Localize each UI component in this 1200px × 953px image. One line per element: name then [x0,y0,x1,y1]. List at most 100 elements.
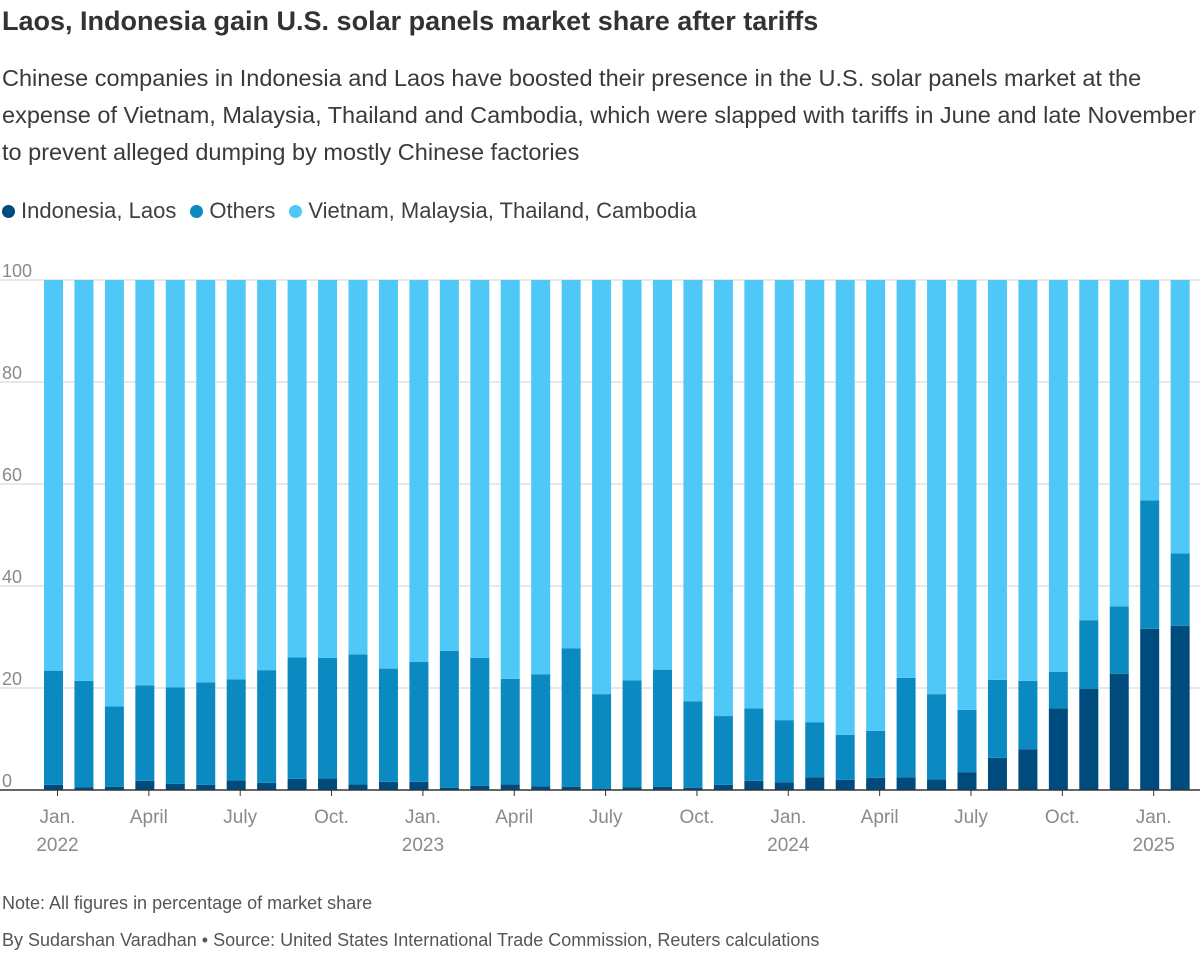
bar-segment: Apr 2023 — Vietnam, Malaysia, Thailand, … [500,280,520,679]
bar-segment: Jun 2023 — Indonesia, Laos: 0.6 [561,786,581,790]
bar-segment: Sep 2022 — Others: 23.8 [287,657,307,779]
bar-segment: Oct 2023 — Others: 17 [683,701,703,788]
bar-segment: Aug 2022 — Indonesia, Laos: 1.4 [257,782,277,790]
bar-segment: Sep 2024 — Indonesia, Laos: 8 [1018,749,1038,790]
bar-segment: May 2023 — Vietnam, Malaysia, Thailand, … [531,280,551,675]
bar-segment: Dec 2023 — Indonesia, Laos: 1.8 [744,780,764,790]
bar-segment: Jul 2024 — Indonesia, Laos: 3.5 [957,772,977,790]
bar-segment: Jan 2023 — Others: 23.5 [409,661,429,782]
bar-segment: Apr 2022 — Others: 18.7 [135,685,155,781]
bar-segment: Oct 2023 — Vietnam, Malaysia, Thailand, … [683,280,703,702]
x-tick-label: April [130,807,168,828]
bar-segment: Dec 2024 — Indonesia, Laos: 22.8 [1109,673,1129,790]
bar-segment: Nov 2023 — Others: 13.5 [713,716,733,785]
x-tick-label: Oct. [314,807,349,828]
bar-segment: May 2023 — Indonesia, Laos: 0.7 [531,786,551,790]
bar-segment: Jun 2022 — Others: 20.1 [196,682,216,785]
bar-segment: Apr 2023 — Indonesia, Laos: 1.1 [500,784,520,790]
bar-segment: Jan 2024 — Indonesia, Laos: 1.5 [774,782,794,790]
bar-segment: Nov 2022 — Vietnam, Malaysia, Thailand, … [348,280,368,655]
bar-segment: Oct 2022 — Vietnam, Malaysia, Thailand, … [318,280,338,658]
x-tick-year-label: 2022 [36,835,78,856]
bar-segment: Dec 2023 — Others: 14.2 [744,708,764,781]
x-tick-label: July [954,807,988,828]
bar-segment: Apr 2022 — Vietnam, Malaysia, Thailand, … [135,280,155,686]
bar-segment: Dec 2024 — Others: 13.2 [1109,606,1129,674]
bar-segment: Jun 2023 — Others: 27.2 [561,648,581,787]
x-tick-label: Jan. [405,807,441,828]
bar-segment: Feb 2024 — Others: 10.8 [805,722,825,778]
bar-segment: Apr 2024 — Vietnam, Malaysia, Thailand, … [866,280,886,731]
bar-segment: May 2024 — Others: 19.5 [896,677,916,778]
bar-segment: Jul 2022 — Vietnam, Malaysia, Thailand, … [226,280,246,680]
x-tick-label: July [223,807,257,828]
bar-segment: Feb 2022 — Indonesia, Laos: 0.5 [74,787,94,790]
bar-segment: Feb 2025 — Vietnam, Malaysia, Thailand, … [1170,280,1190,554]
bar-segment: Dec 2023 — Vietnam, Malaysia, Thailand, … [744,280,764,709]
bar-segment: Dec 2024 — Vietnam, Malaysia, Thailand, … [1109,280,1129,607]
bar-segment: Mar 2022 — Others: 15.8 [104,706,124,787]
legend-label-vietnam-malaysia-thailand-cambodia: Vietnam, Malaysia, Thailand, Cambodia [308,198,697,223]
bar-segment: Nov 2024 — Indonesia, Laos: 19.8 [1079,689,1099,790]
bar-segment: Apr 2023 — Others: 20.7 [500,678,520,785]
bar-segment: Feb 2023 — Others: 26.9 [439,650,459,788]
bar-segment: Nov 2024 — Others: 13.5 [1079,620,1099,690]
bar-segment: Jan 2025 — Indonesia, Laos: 31.6 [1140,628,1160,790]
bar-segment: Aug 2023 — Others: 21 [622,680,642,788]
bar-segment: Jun 2024 — Others: 16.7 [927,694,947,780]
bar-segment: Aug 2024 — Others: 15.3 [987,679,1007,758]
legend-swatch-others [190,204,204,218]
bar-segment: Mar 2022 — Indonesia, Laos: 0.6 [104,786,124,790]
bar-segment: Jun 2024 — Indonesia, Laos: 2.1 [927,779,947,790]
bar-segment: Jan 2022 — Vietnam, Malaysia, Thailand, … [44,280,63,671]
bar-segment: Jun 2023 — Vietnam, Malaysia, Thailand, … [561,280,581,649]
bar-segment: Nov 2024 — Vietnam, Malaysia, Thailand, … [1079,280,1099,621]
bar-segment: Jul 2023 — Others: 18.6 [592,694,612,789]
bar-segment: May 2024 — Indonesia, Laos: 2.5 [896,777,916,790]
bar-segment: Jan 2024 — Vietnam, Malaysia, Thailand, … [774,280,794,721]
bar-segment: Oct 2023 — Indonesia, Laos: 0.4 [683,787,703,790]
x-tick-label: Oct. [680,807,715,828]
bar-segment: Feb 2024 — Vietnam, Malaysia, Thailand, … [805,280,825,723]
bar-segment: Dec 2022 — Indonesia, Laos: 1.6 [378,781,398,790]
bar-segment: Aug 2024 — Vietnam, Malaysia, Thailand, … [987,280,1007,680]
bar-segment: May 2022 — Others: 18.9 [165,687,185,784]
bar-segment: Feb 2022 — Vietnam, Malaysia, Thailand, … [74,280,94,681]
bar-segment: Jul 2024 — Others: 12.2 [957,709,977,773]
bar-segment: Sep 2023 — Vietnam, Malaysia, Thailand, … [653,280,672,670]
x-tick-label: April [495,807,533,828]
legend-item-others: Others [190,198,275,224]
chart-title: Laos, Indonesia gain U.S. solar panels m… [2,6,819,36]
bar-segment: Dec 2022 — Vietnam, Malaysia, Thailand, … [378,280,398,669]
bar-segment: Sep 2024 — Others: 13.4 [1018,680,1038,750]
x-tick-label: Jan. [1136,807,1172,828]
bar-segment: Aug 2023 — Vietnam, Malaysia, Thailand, … [622,280,642,681]
bar-segment: Nov 2023 — Vietnam, Malaysia, Thailand, … [713,280,733,717]
chart-subtitle: Chinese companies in Indonesia and Laos … [2,65,1196,165]
bar-segment: Oct 2022 — Others: 23.6 [318,657,338,779]
legend-label-others: Others [209,198,276,223]
bar-segment: Jul 2022 — Others: 19.8 [226,679,246,781]
bar-segment: Dec 2022 — Others: 22.2 [378,668,398,782]
bar-segment: Aug 2022 — Vietnam, Malaysia, Thailand, … [257,280,277,671]
bar-segment: Jan 2022 — Indonesia, Laos: 1 [44,784,63,790]
bar-segment: Jan 2023 — Indonesia, Laos: 1.6 [409,781,429,790]
x-tick-label: July [589,807,623,828]
bar-segment: May 2022 — Vietnam, Malaysia, Thailand, … [165,280,185,688]
bar-segment: Oct 2024 — Vietnam, Malaysia, Thailand, … [1048,280,1068,672]
bar-segment: Oct 2022 — Indonesia, Laos: 2.3 [318,778,338,790]
legend-swatch-indonesia-laos [2,204,15,218]
bar-segment: Jan 2022 — Others: 22.4 [44,670,63,785]
bar-segment: Nov 2022 — Others: 25.5 [348,654,368,785]
x-tick-label: Oct. [1045,807,1080,828]
bar-segment: Apr 2024 — Others: 9.2 [866,730,886,778]
legend-item-vietnam-malaysia-thailand-cambodia: Vietnam, Malaysia, Thailand, Cambodia [289,198,696,224]
bar-segment: Sep 2022 — Indonesia, Laos: 2.2 [287,778,307,790]
legend-label-indonesia-laos: Indonesia, Laos [21,198,177,223]
bar-segment: Sep 2024 — Vietnam, Malaysia, Thailand, … [1018,280,1038,681]
bar-segment: Jun 2022 — Vietnam, Malaysia, Thailand, … [196,280,216,683]
y-tick-label: 20 [2,669,22,689]
x-tick-year-label: 2024 [767,835,810,856]
bar-segment: Jun 2022 — Indonesia, Laos: 1 [196,784,216,790]
y-tick-label: 0 [2,771,12,791]
